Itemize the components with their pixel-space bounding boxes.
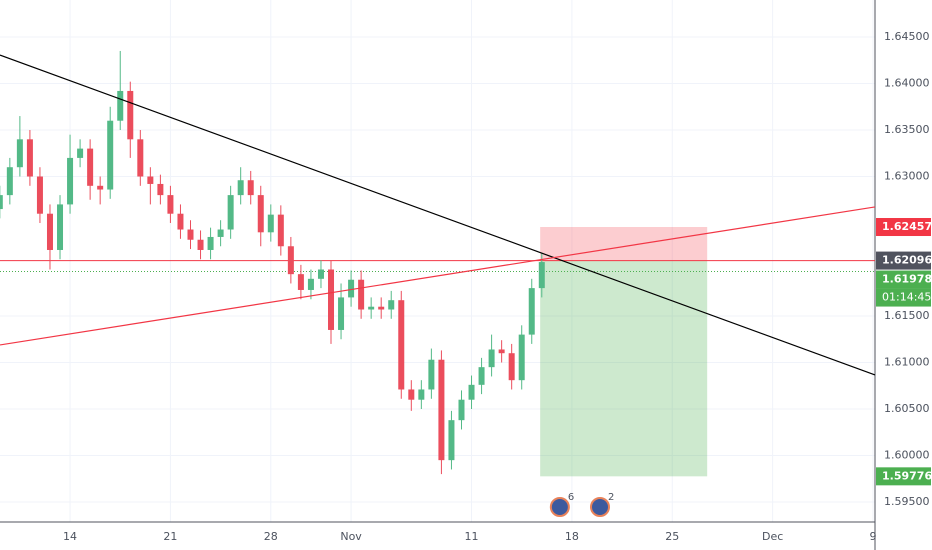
candle-body xyxy=(368,306,375,310)
candle-body xyxy=(328,269,335,330)
y-tick-label: 1.63500 xyxy=(884,123,930,136)
candle-body xyxy=(167,195,174,214)
candle-body xyxy=(247,180,254,196)
candle-body xyxy=(518,334,525,381)
candle-body xyxy=(177,213,184,230)
candle-body xyxy=(107,120,114,190)
candle-body xyxy=(488,349,495,368)
candle-body xyxy=(498,349,505,354)
candle-body xyxy=(127,90,134,140)
candle-body xyxy=(438,359,445,461)
y-tick-label: 1.61500 xyxy=(884,309,930,322)
candle-body xyxy=(157,183,164,196)
candle-body xyxy=(207,236,214,250)
candle-body xyxy=(0,195,3,210)
candle-body xyxy=(187,229,194,240)
candle-body xyxy=(6,167,13,196)
countdown: 01:14:45 xyxy=(882,291,931,304)
candle-body xyxy=(57,204,64,250)
price-label: 1.62096 xyxy=(882,254,932,267)
price-label: 1.61978 xyxy=(882,273,932,286)
x-tick-label: 18 xyxy=(565,530,579,543)
candle-body xyxy=(147,176,154,184)
candle-body xyxy=(87,148,94,186)
x-tick-label: Dec xyxy=(762,530,783,543)
x-tick-label: 25 xyxy=(665,530,679,543)
y-tick-label: 1.60000 xyxy=(884,449,930,462)
candle-body xyxy=(418,389,425,400)
candle-body xyxy=(237,180,244,196)
candle-body xyxy=(398,300,405,390)
candle-body xyxy=(257,195,264,233)
candle-body xyxy=(77,148,84,158)
candle-body xyxy=(448,420,455,461)
candle-body xyxy=(528,288,535,335)
candle-body xyxy=(508,353,515,381)
trend-line xyxy=(0,54,876,376)
candle-body xyxy=(428,359,435,390)
candle-body xyxy=(317,269,324,279)
y-tick-label: 1.60500 xyxy=(884,402,930,415)
event-count: 6 xyxy=(568,492,574,503)
y-tick-label: 1.64500 xyxy=(884,30,930,43)
candle-body xyxy=(197,239,204,250)
candle-body xyxy=(297,274,304,290)
candle-body xyxy=(458,399,465,421)
event-icon xyxy=(549,497,570,517)
x-tick-label: 28 xyxy=(264,530,278,543)
candle-body xyxy=(67,157,74,205)
candle-body xyxy=(117,90,124,121)
price-label: 1.62457 xyxy=(882,220,932,233)
candle-body xyxy=(46,213,53,250)
trend-line xyxy=(0,206,876,346)
candle-body xyxy=(538,262,545,289)
candle-body xyxy=(267,214,274,233)
candle-body xyxy=(16,139,23,168)
price-label-bg xyxy=(876,270,931,289)
y-tick-label: 1.64000 xyxy=(884,77,930,90)
candle-body xyxy=(307,278,314,290)
price-label: 1.59776 xyxy=(882,469,932,482)
candle-body xyxy=(348,279,355,298)
x-tick-label: 21 xyxy=(163,530,177,543)
event-count: 2 xyxy=(608,492,614,503)
y-tick-label: 1.59500 xyxy=(884,495,930,508)
candle-body xyxy=(277,214,284,247)
price-label-bg xyxy=(876,251,931,270)
x-tick-label: 9 xyxy=(869,530,876,543)
candle-body xyxy=(468,384,475,400)
candle-body xyxy=(26,139,33,177)
x-tick-label: 14 xyxy=(63,530,77,543)
candle-body xyxy=(287,246,294,275)
candle-body xyxy=(358,279,365,310)
candle-body xyxy=(338,297,345,330)
candle-body xyxy=(227,195,234,230)
price-label-bg xyxy=(876,467,931,486)
event-icon xyxy=(589,497,610,517)
x-tick-label: Nov xyxy=(340,530,362,543)
target-zone xyxy=(540,260,708,477)
countdown-bg xyxy=(876,288,931,307)
candle-body xyxy=(378,306,385,310)
candle-body xyxy=(137,139,144,177)
candle-body xyxy=(408,389,415,400)
x-tick-label: 11 xyxy=(465,530,479,543)
y-tick-label: 1.61000 xyxy=(884,356,930,369)
price-label-bg xyxy=(876,218,931,237)
candle-body xyxy=(97,185,104,190)
y-tick-label: 1.63000 xyxy=(884,170,930,183)
candle-body xyxy=(217,229,224,237)
candle-body xyxy=(36,176,43,214)
candle-body xyxy=(478,367,485,385)
candle-body xyxy=(388,300,395,310)
